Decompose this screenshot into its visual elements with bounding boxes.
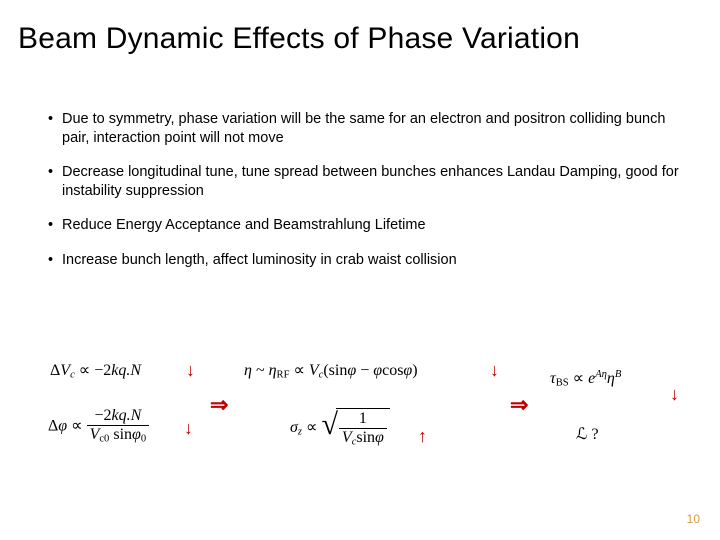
arrow-down-icon: ↓	[184, 418, 193, 439]
bullet-text: Decrease longitudinal tune, tune spread …	[62, 163, 680, 200]
formula-tau: τBS ∝ eAηηB	[550, 368, 621, 389]
bullet-dot: •	[48, 216, 62, 235]
bullet-list: • Due to symmetry, phase variation will …	[48, 110, 680, 285]
bullet-text: Increase bunch length, affect luminosity…	[62, 251, 680, 270]
slide-title: Beam Dynamic Effects of Phase Variation	[18, 22, 702, 56]
page-number: 10	[687, 512, 700, 526]
bullet-item: • Reduce Energy Acceptance and Beamstrah…	[48, 216, 680, 235]
bullet-item: • Due to symmetry, phase variation will …	[48, 110, 680, 147]
formula-luminosity: ℒ ?	[576, 424, 599, 444]
arrow-down-icon: ↓	[186, 360, 195, 381]
bullet-text: Reduce Energy Acceptance and Beamstrahlu…	[62, 216, 680, 235]
bullet-dot: •	[48, 251, 62, 270]
bullet-dot: •	[48, 163, 62, 200]
implies-icon: ⇒	[210, 392, 228, 418]
formula-dphi: Δφ ∝ −2kq.N Vc0 sinφ0	[48, 408, 149, 445]
formula-region: ΔVc ∝ −2kq.N ↓ η ~ ηRF ∝ Vc(sinφ − φcosφ…	[0, 340, 720, 500]
arrow-down-icon: ↓	[670, 384, 679, 405]
slide: Beam Dynamic Effects of Phase Variation …	[0, 0, 720, 540]
bullet-text: Due to symmetry, phase variation will be…	[62, 110, 680, 147]
bullet-item: • Increase bunch length, affect luminosi…	[48, 251, 680, 270]
formula-sigmaz: σz ∝ √ 1 Vcsinφ	[290, 408, 390, 448]
bullet-dot: •	[48, 110, 62, 147]
bullet-item: • Decrease longitudinal tune, tune sprea…	[48, 163, 680, 200]
arrow-up-icon: ↑	[418, 426, 427, 447]
implies-icon: ⇒	[510, 392, 528, 418]
formula-dvc: ΔVc ∝ −2kq.N	[50, 360, 141, 381]
arrow-down-icon: ↓	[490, 360, 499, 381]
formula-eta: η ~ ηRF ∝ Vc(sinφ − φcosφ)	[244, 360, 418, 381]
